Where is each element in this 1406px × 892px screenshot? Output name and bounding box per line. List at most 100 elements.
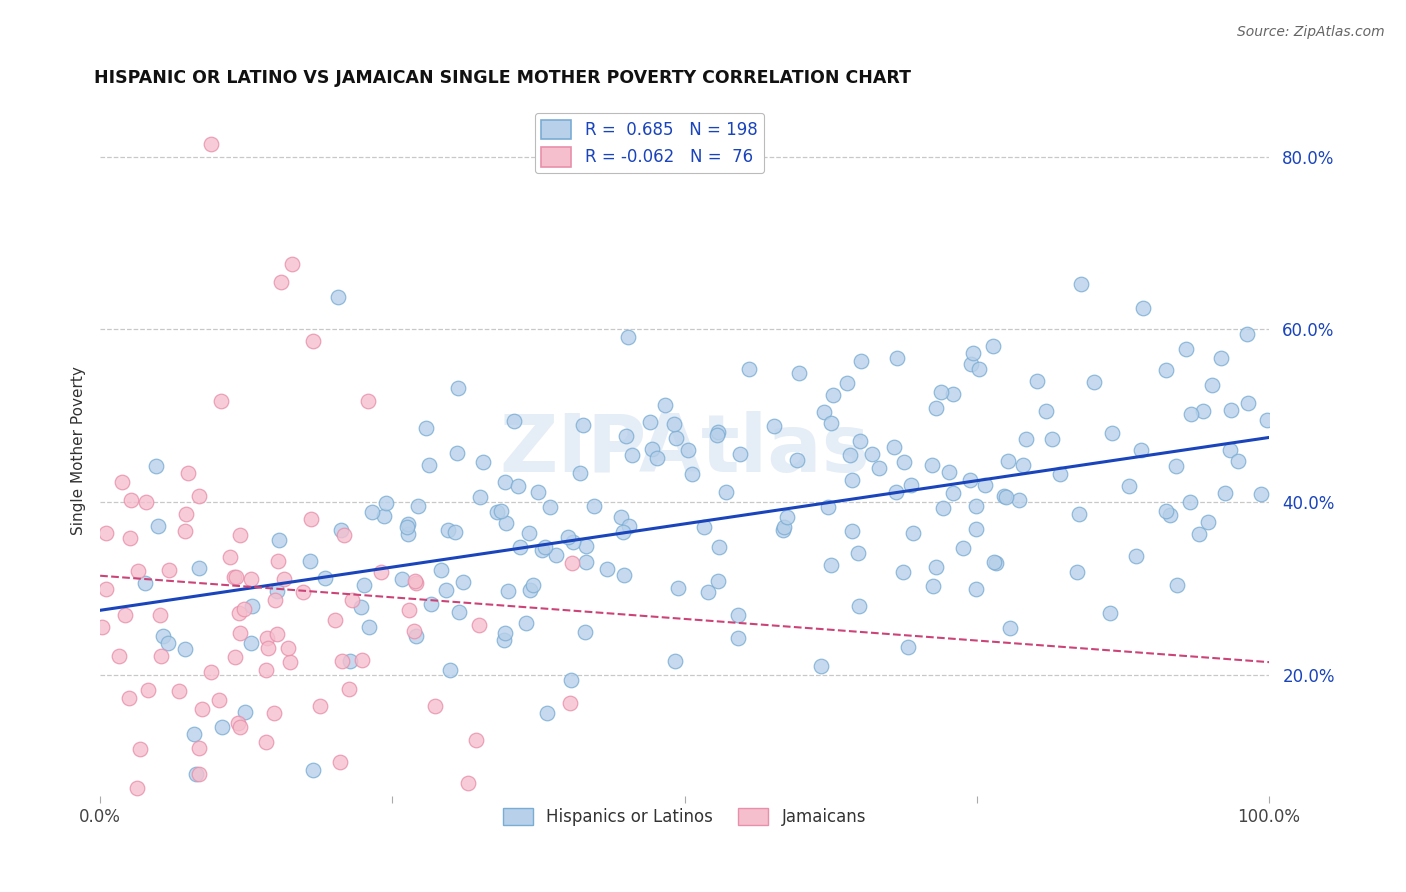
Point — [329, 755, 352, 769]
Point — [617, 329, 640, 343]
Point — [1237, 395, 1260, 409]
Point — [1125, 549, 1147, 564]
Point — [952, 541, 974, 555]
Point — [447, 605, 470, 619]
Point — [773, 520, 796, 534]
Point — [515, 616, 537, 631]
Point — [229, 720, 252, 734]
Point — [302, 334, 325, 348]
Point — [114, 607, 136, 622]
Point — [495, 516, 517, 531]
Point — [727, 632, 749, 646]
Point — [931, 384, 953, 399]
Point — [519, 525, 541, 540]
Point — [1083, 376, 1105, 390]
Point — [396, 526, 419, 541]
Point — [240, 572, 263, 586]
Point — [430, 563, 453, 577]
Point — [786, 453, 808, 467]
Point — [645, 450, 668, 465]
Point — [266, 554, 288, 568]
Point — [707, 540, 730, 554]
Point — [157, 563, 180, 577]
Point — [1098, 606, 1121, 620]
Point — [134, 575, 156, 590]
Point — [233, 602, 256, 616]
Point — [127, 564, 149, 578]
Point — [209, 394, 232, 409]
Point — [612, 525, 634, 540]
Point — [257, 640, 280, 655]
Point — [494, 633, 516, 648]
Point — [146, 519, 169, 533]
Point — [353, 578, 375, 592]
Point — [145, 459, 167, 474]
Point — [405, 629, 427, 643]
Point — [453, 575, 475, 590]
Point — [1156, 504, 1178, 518]
Point — [883, 440, 905, 454]
Point — [200, 665, 222, 679]
Point — [666, 581, 689, 595]
Point — [1250, 487, 1272, 501]
Point — [575, 539, 598, 553]
Point — [1026, 375, 1049, 389]
Point — [1178, 494, 1201, 508]
Point — [506, 479, 529, 493]
Point — [921, 458, 943, 472]
Point — [472, 454, 495, 468]
Point — [149, 648, 172, 663]
Point — [1012, 458, 1035, 472]
Point — [402, 624, 425, 639]
Point — [1220, 402, 1243, 417]
Point — [415, 420, 437, 434]
Point — [200, 136, 222, 151]
Point — [522, 577, 544, 591]
Point — [1213, 485, 1236, 500]
Point — [187, 561, 209, 575]
Point — [1035, 404, 1057, 418]
Text: Source: ZipAtlas.com: Source: ZipAtlas.com — [1237, 25, 1385, 39]
Point — [868, 461, 890, 475]
Point — [763, 419, 786, 434]
Point — [256, 631, 278, 645]
Point — [574, 624, 596, 639]
Point — [681, 467, 703, 481]
Point — [1007, 492, 1029, 507]
Point — [706, 428, 728, 442]
Point — [264, 593, 287, 607]
Point — [848, 599, 870, 613]
Point — [560, 696, 582, 710]
Point — [998, 621, 1021, 635]
Point — [396, 517, 419, 532]
Point — [437, 524, 460, 538]
Point — [191, 701, 214, 715]
Point — [350, 653, 373, 667]
Point — [229, 527, 252, 541]
Point — [835, 376, 858, 390]
Point — [557, 530, 579, 544]
Point — [664, 654, 686, 668]
Point — [1188, 527, 1211, 541]
Point — [993, 489, 1015, 503]
Point — [897, 640, 920, 654]
Point — [1159, 508, 1181, 522]
Point — [222, 570, 245, 584]
Point — [270, 275, 292, 289]
Point — [339, 654, 361, 668]
Point — [839, 448, 862, 462]
Point — [583, 500, 606, 514]
Point — [127, 781, 149, 796]
Point — [408, 499, 430, 513]
Point — [662, 417, 685, 432]
Point — [468, 490, 491, 504]
Point — [299, 553, 322, 567]
Point — [439, 663, 461, 677]
Point — [240, 599, 263, 613]
Point — [1192, 404, 1215, 418]
Point — [1166, 578, 1188, 592]
Point — [434, 582, 457, 597]
Point — [254, 734, 277, 748]
Point — [562, 535, 585, 549]
Point — [849, 434, 872, 448]
